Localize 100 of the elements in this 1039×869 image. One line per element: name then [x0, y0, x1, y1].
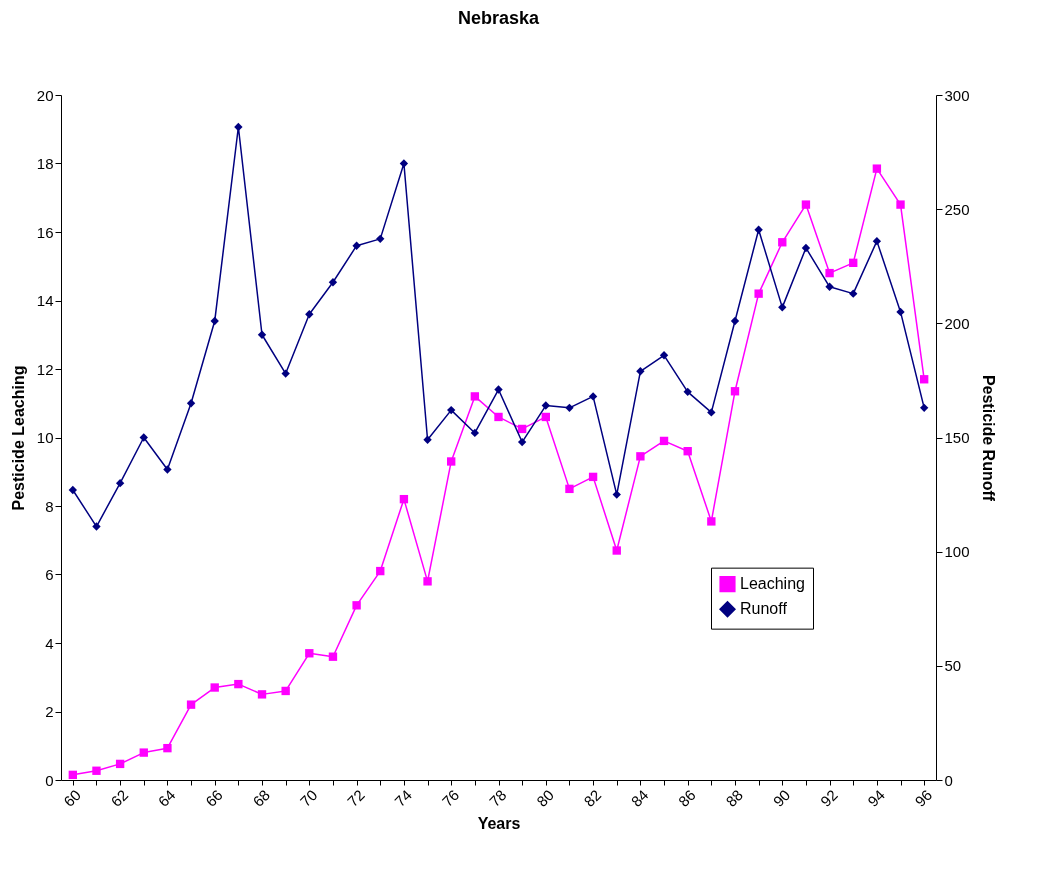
point [210, 683, 219, 692]
point [778, 303, 787, 312]
x-axis-title: Years [477, 814, 521, 832]
point [257, 330, 267, 339]
point [328, 278, 338, 287]
point [470, 428, 480, 438]
point [778, 238, 787, 247]
point [186, 700, 196, 709]
point [896, 307, 905, 317]
point [234, 679, 243, 689]
point [754, 225, 763, 234]
point [328, 652, 338, 661]
y2-tick-label: 200 [944, 314, 970, 332]
point [707, 517, 716, 526]
point [707, 408, 716, 417]
point [612, 490, 621, 499]
point [352, 601, 361, 610]
point [517, 424, 527, 434]
point [588, 392, 598, 401]
x-tick-label: 76 [438, 786, 463, 810]
point [163, 743, 172, 753]
x-tick-label: 88 [722, 786, 747, 810]
point [849, 258, 858, 268]
point [659, 436, 669, 446]
point [115, 478, 125, 488]
y-tick-label: 12 [36, 360, 54, 378]
x-tick-label: 78 [485, 786, 510, 810]
x-tick-label: 86 [674, 786, 699, 810]
legend-label: Leaching [740, 575, 805, 593]
point [281, 369, 290, 378]
point [896, 200, 905, 209]
point [92, 522, 101, 531]
x-tick-label: 74 [391, 786, 416, 810]
point [281, 686, 290, 696]
point [872, 164, 882, 173]
point [541, 412, 550, 422]
point [494, 385, 503, 394]
point [305, 310, 314, 319]
point [872, 236, 882, 246]
point [423, 435, 432, 444]
x-tick-label: 64 [154, 786, 179, 810]
y2-tick-label: 100 [944, 543, 970, 561]
point [68, 485, 78, 495]
x-tick-label: 90 [769, 786, 794, 810]
point [636, 452, 645, 461]
y2-tick-label: 0 [944, 771, 953, 789]
y-tick-label: 0 [45, 771, 54, 789]
point [139, 748, 148, 757]
x-tick-label: 62 [107, 786, 132, 810]
y2-tick-label: 150 [944, 429, 970, 446]
point [210, 316, 219, 326]
point [825, 282, 834, 291]
point [588, 472, 598, 482]
x-tick-label: 96 [911, 786, 936, 810]
point [659, 351, 669, 360]
point [730, 316, 740, 326]
point [541, 401, 550, 410]
x-tick-label: 66 [202, 786, 226, 810]
point [825, 268, 834, 278]
point [565, 484, 574, 494]
y2-axis-title: Pesticide Runoff [979, 374, 997, 502]
point [305, 649, 314, 658]
point [447, 405, 456, 415]
point [68, 770, 78, 780]
point [612, 546, 621, 555]
point [115, 759, 125, 769]
point [919, 375, 929, 384]
point [470, 392, 480, 401]
y-tick-label: 18 [36, 155, 54, 172]
point [186, 399, 196, 408]
point [565, 403, 574, 412]
point [754, 289, 763, 298]
point [447, 457, 456, 466]
point [163, 465, 172, 474]
point [683, 387, 692, 397]
y2-tick-label: 250 [944, 200, 970, 218]
point [376, 566, 385, 576]
point [399, 159, 409, 168]
x-tick-label: 72 [343, 786, 368, 810]
chart-title: Nebraska [457, 8, 541, 28]
x-tick-label: 84 [627, 786, 652, 810]
x-tick-label: 70 [296, 786, 321, 810]
legend-label: Runoff [740, 600, 788, 618]
point [919, 403, 929, 412]
x-tick-label: 92 [816, 786, 841, 810]
y-tick-label: 2 [45, 703, 54, 720]
point [494, 412, 503, 422]
point [234, 122, 243, 132]
point [636, 367, 645, 376]
y-tick-label: 6 [45, 566, 54, 583]
point [801, 200, 811, 209]
x-tick-label: 80 [533, 786, 557, 810]
point [92, 766, 101, 775]
x-tick-label: 60 [60, 786, 84, 810]
y2-tick-label: 50 [944, 657, 962, 675]
y2-tick-label: 300 [944, 86, 970, 104]
y-tick-label: 8 [45, 497, 54, 515]
point [352, 241, 361, 250]
point [849, 289, 858, 298]
point [801, 243, 811, 253]
